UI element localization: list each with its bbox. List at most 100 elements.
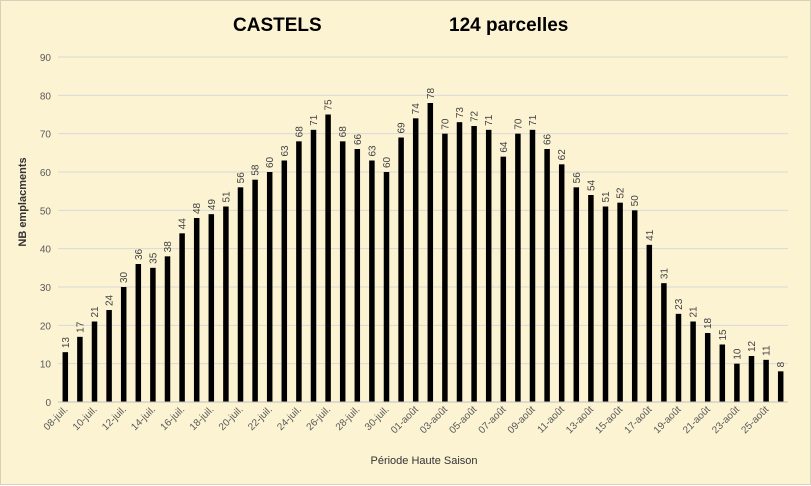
- data-label: 66: [353, 133, 364, 145]
- bar: [763, 359, 769, 402]
- bar: [719, 344, 726, 402]
- data-label: 12: [747, 340, 758, 352]
- x-tick-label: 13-août: [564, 404, 596, 436]
- bar: [77, 336, 83, 402]
- bar: [427, 103, 434, 402]
- x-tick-label: 10-juil.: [71, 404, 100, 433]
- bar: [485, 129, 492, 403]
- bar: [325, 114, 331, 402]
- data-label: 71: [309, 114, 320, 126]
- data-label: 18: [703, 317, 714, 329]
- y-tick-label: 0: [45, 398, 51, 409]
- y-tick-label: 70: [40, 130, 52, 141]
- data-label: 74: [411, 103, 422, 115]
- x-tick-label: 19-août: [652, 404, 684, 436]
- data-label: 35: [148, 252, 159, 264]
- y-tick-label: 20: [40, 321, 52, 332]
- data-label: 68: [294, 126, 305, 138]
- bar: [296, 141, 302, 403]
- data-label: 69: [397, 122, 408, 134]
- bar: [617, 202, 623, 402]
- x-tick-label: 16-juil.: [159, 404, 188, 433]
- data-label: 66: [543, 133, 554, 145]
- bar: [734, 363, 740, 402]
- x-axis-label: Période Haute Saison: [370, 455, 477, 467]
- x-tick-label: 15-août: [593, 404, 625, 436]
- bar: [661, 283, 667, 402]
- data-label: 31: [659, 268, 670, 280]
- bar: [266, 172, 273, 402]
- data-label: 36: [134, 248, 145, 260]
- bar: [150, 267, 156, 402]
- data-label: 13: [61, 337, 72, 349]
- bar: [704, 333, 711, 402]
- y-tick-label: 90: [40, 53, 52, 64]
- bar: [558, 164, 565, 402]
- bar: [208, 214, 215, 402]
- bar: [471, 126, 477, 402]
- bar: [398, 137, 404, 402]
- data-label: 52: [616, 187, 627, 199]
- data-label: 10: [732, 348, 743, 360]
- x-tick-label: 24-juil.: [275, 404, 304, 433]
- data-label: 21: [689, 306, 700, 318]
- x-tick-label: 18-juil.: [188, 404, 217, 433]
- x-tick-label: 09-août: [506, 404, 538, 436]
- data-label: 75: [324, 99, 335, 111]
- bar: [369, 160, 375, 402]
- bar: [456, 122, 463, 403]
- y-tick-label: 50: [40, 206, 52, 217]
- bar: [412, 118, 419, 402]
- x-tick-label: 22-juil.: [246, 404, 275, 433]
- data-label: 24: [105, 294, 116, 306]
- bar: [339, 141, 346, 403]
- data-label: 49: [207, 199, 218, 211]
- bars: [62, 103, 784, 403]
- bar: [748, 356, 755, 402]
- data-label: 71: [484, 114, 495, 126]
- data-label: 41: [645, 229, 656, 241]
- bar: [120, 287, 127, 402]
- bar: [588, 195, 594, 402]
- bar: [515, 133, 521, 402]
- y-axis-label: NB emplacments: [17, 157, 29, 246]
- bar: [62, 352, 69, 402]
- x-tick-label: 07-août: [477, 404, 509, 436]
- y-tick-label: 60: [40, 168, 52, 179]
- x-tick-label: 12-juil.: [100, 404, 129, 433]
- chart-title: CASTELS: [233, 15, 322, 36]
- bar: [106, 310, 112, 402]
- x-axis-ticks: 08-juil. 10-juil. 12-juil. 14-juil. 16-juil.…: [42, 404, 772, 436]
- data-label: 11: [762, 345, 773, 356]
- bar: [529, 129, 536, 403]
- bar: [310, 129, 317, 403]
- bar: [252, 179, 258, 402]
- data-label: 73: [455, 107, 466, 119]
- y-tick-label: 40: [40, 245, 52, 256]
- x-tick-label: 28-juil.: [334, 404, 363, 433]
- data-label: 56: [236, 172, 247, 184]
- x-tick-label: 21-août: [681, 404, 713, 436]
- data-label: 64: [499, 141, 510, 153]
- data-label: 38: [163, 241, 174, 253]
- bar: [631, 210, 638, 402]
- data-label: 8: [776, 361, 787, 367]
- bar: [777, 371, 784, 402]
- y-tick-label: 10: [40, 360, 52, 371]
- bar: [354, 149, 361, 402]
- data-label: 62: [557, 149, 568, 161]
- bar: [675, 313, 682, 402]
- x-tick-label: 14-juil.: [129, 404, 158, 433]
- bar: [602, 206, 609, 402]
- bar: [135, 264, 142, 402]
- data-label: 51: [221, 191, 232, 203]
- data-label: 51: [601, 191, 612, 203]
- data-label: 72: [470, 110, 481, 122]
- x-tick-label: 23-août: [710, 404, 742, 436]
- bar: [281, 160, 288, 402]
- data-label: 63: [367, 145, 378, 157]
- data-label: 56: [572, 172, 583, 184]
